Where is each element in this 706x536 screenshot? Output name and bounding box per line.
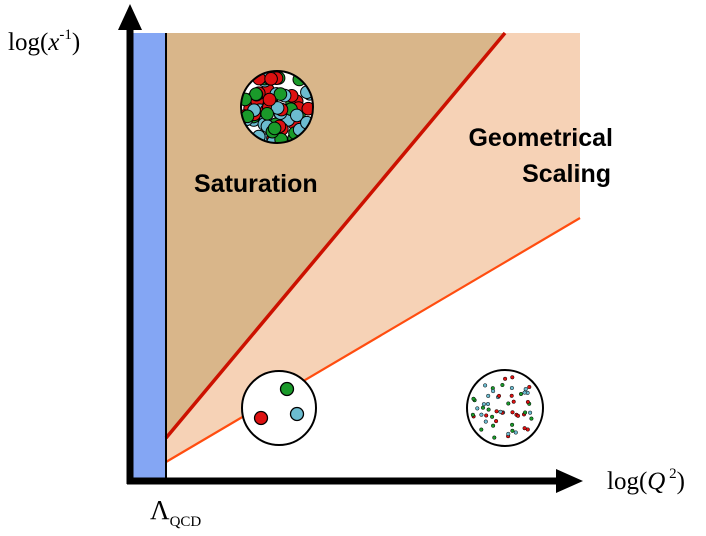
parton-dot	[503, 376, 508, 381]
parton-dot	[529, 416, 534, 421]
parton-dot	[518, 391, 524, 397]
parton-dot	[491, 423, 496, 428]
parton-dot	[479, 427, 484, 432]
parton-dot	[270, 101, 285, 115]
parton-dot	[492, 435, 497, 440]
dense-hadron-icon	[240, 70, 314, 144]
parton-dot	[475, 406, 480, 411]
parton-dot	[264, 72, 278, 86]
parton-dot	[510, 410, 515, 415]
parton-dot	[498, 409, 503, 414]
scaling-boundary-line	[165, 217, 581, 463]
parton-dot	[290, 108, 304, 123]
parton-dot	[522, 390, 527, 395]
parton-dot	[510, 375, 515, 380]
parton-dot	[523, 387, 528, 392]
x-axis-arrow	[556, 469, 583, 493]
parton-dot	[260, 107, 275, 121]
parton-dot	[527, 384, 532, 390]
parton-dot	[515, 413, 521, 418]
lambda-qcd-label: ΛQCD	[150, 495, 201, 530]
qcd-region	[131, 33, 166, 480]
parton-dot	[249, 87, 263, 101]
parton-dot	[522, 426, 527, 431]
parton-dot	[490, 414, 495, 419]
parton-dot	[510, 422, 515, 427]
parton-dot	[485, 401, 491, 407]
dilute-hadron-icon	[241, 370, 317, 446]
parton-dot	[301, 101, 313, 116]
parton-dot	[528, 410, 533, 415]
geometrical-scaling-label-line1: Geometrical	[468, 124, 613, 152]
saturation-boundary-line	[164, 31, 507, 440]
x-axis-label: log(Q 2)	[607, 466, 685, 495]
parton-dot	[480, 405, 486, 410]
parton-dot	[484, 413, 489, 418]
parton-dot	[483, 419, 488, 424]
parton-dot	[523, 410, 528, 415]
geometrical-scaling-label-line2: Scaling	[522, 160, 611, 188]
parton-dot	[262, 92, 277, 107]
parton-dot	[500, 382, 505, 388]
parton-dot	[525, 399, 530, 405]
parton-dot	[481, 402, 486, 407]
parton-dot	[479, 412, 484, 417]
parton-dot	[491, 389, 496, 394]
parton-dot	[509, 393, 514, 398]
saturation-label: Saturation	[194, 170, 318, 198]
parton-dot	[506, 431, 511, 436]
parton-dot	[506, 401, 511, 406]
y-axis-label: log(x-1)	[8, 27, 80, 56]
parton-dot	[509, 385, 514, 391]
parton-dot	[486, 393, 491, 398]
parton-dot	[483, 383, 488, 388]
parton-dot	[511, 399, 516, 404]
parton-dot	[494, 409, 499, 414]
y-axis-arrow	[118, 4, 142, 30]
parton-dot	[267, 121, 282, 136]
parton-dot	[510, 428, 515, 433]
parton-dot	[471, 396, 476, 401]
parton-dot	[273, 87, 288, 101]
parton-dot	[513, 430, 518, 435]
parton-dot	[486, 407, 491, 412]
resolved-hadron-icon	[466, 369, 544, 447]
parton-dot	[470, 412, 475, 417]
parton-dot	[494, 419, 499, 424]
parton-dot	[496, 393, 502, 398]
